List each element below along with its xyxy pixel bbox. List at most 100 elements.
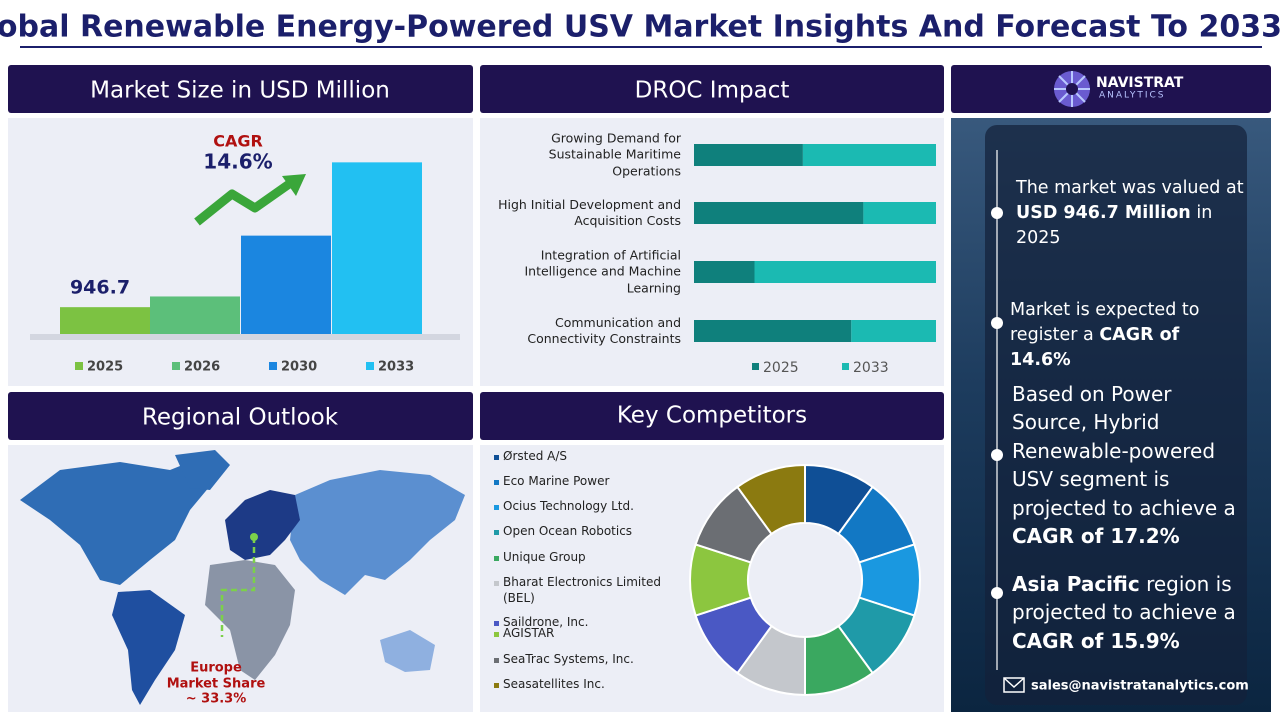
legend-label: Open Ocean Robotics	[503, 524, 633, 538]
bar	[332, 162, 422, 334]
legend-swatch	[494, 556, 499, 561]
highlight: Market is expected to register a CAGR of…	[1010, 298, 1242, 373]
legend-item: Open Ocean Robotics	[494, 524, 673, 540]
timeline-dot	[991, 449, 1003, 461]
legend-item: Eco Marine Power	[494, 474, 673, 490]
legend-swatch	[75, 362, 83, 370]
page-title: Global Renewable Energy-Powered USV Mark…	[0, 10, 1280, 45]
legend-swatch	[494, 455, 499, 460]
highlight: Asia Pacific region is projected to achi…	[1012, 570, 1244, 655]
value-label: 946.7	[70, 277, 130, 299]
category-label: Integration of Artificial Intelligence a…	[524, 247, 681, 296]
category-label: High Initial Development and Acquisition…	[498, 196, 681, 228]
legend-label: Saildrone, Inc.	[503, 615, 589, 629]
bar-segment	[694, 320, 852, 342]
legend-label: Ørsted A/S	[503, 449, 568, 463]
panel-title: Market Size in USD Million	[90, 78, 390, 104]
panel-header	[8, 65, 473, 113]
timeline-dot	[991, 207, 1003, 219]
region-share: ~ 33.3%	[186, 692, 247, 707]
region-label: Market Share	[167, 677, 266, 692]
continent	[175, 450, 230, 490]
legend-label: 2025	[87, 360, 123, 375]
legend-swatch	[172, 362, 180, 370]
legend-label: Bharat Electronics Limited (BEL)	[503, 575, 661, 605]
continent	[290, 470, 465, 595]
highlight-bold: Asia Pacific	[1012, 572, 1140, 596]
highlight-card	[985, 125, 1247, 705]
timeline-dot	[991, 317, 1003, 329]
legend-label: Ocius Technology Ltd.	[503, 499, 634, 513]
legend-item: Ocius Technology Ltd.	[494, 499, 673, 515]
legend-item: Unique Group	[494, 550, 673, 566]
europe	[225, 490, 300, 560]
legend-swatch	[752, 363, 759, 370]
legend-swatch	[842, 363, 849, 370]
legend-swatch	[494, 581, 499, 586]
continent	[380, 630, 435, 672]
panel-header	[8, 392, 473, 440]
legend-item: SeaTrac Systems, Inc.	[494, 652, 673, 668]
ground-shadow	[30, 334, 460, 340]
mail-icon	[1003, 677, 1025, 689]
legend-label: Unique Group	[503, 550, 586, 564]
highlight-text: Based on Power Source, Hybrid Renewable-…	[1012, 382, 1236, 520]
legend-swatch	[366, 362, 374, 370]
donut-slice	[736, 463, 806, 536]
timeline-dot	[991, 587, 1003, 599]
panel-header	[480, 65, 944, 113]
bar-segment	[694, 202, 864, 224]
panel-title: DROC Impact	[635, 78, 790, 104]
legend-swatch	[269, 362, 277, 370]
continent	[205, 560, 295, 680]
legend-label: 2033	[853, 360, 889, 376]
bar-segment	[694, 261, 755, 283]
growth-arrow	[194, 178, 295, 226]
legend-item: Saildrone, Inc.	[494, 615, 673, 631]
logo-mark	[1066, 83, 1078, 95]
legend-swatch	[494, 683, 499, 688]
panel-header	[951, 65, 1271, 113]
legend-label: AGISTAR	[503, 626, 555, 640]
legend-item: AGISTAR	[494, 626, 673, 642]
highlight-text: Market is expected to register a	[1010, 300, 1200, 345]
legend-swatch	[494, 505, 499, 510]
highlight-bold: CAGR of 15.9%	[1012, 628, 1180, 653]
legend-item: Bharat Electronics Limited (BEL)	[494, 575, 673, 606]
highlight: The market was valued at USD 946.7 Milli…	[1016, 176, 1246, 251]
legend-item: Seasatellites Inc.	[494, 677, 673, 693]
legend-label: 2030	[281, 360, 317, 375]
bar	[60, 307, 150, 334]
category-label: Communication and Connectivity Constrain…	[527, 314, 681, 346]
bar	[241, 235, 331, 334]
legend-label: Eco Marine Power	[503, 474, 610, 488]
legend-label: 2026	[184, 360, 220, 375]
mail-icon	[1003, 677, 1025, 693]
legend-swatch	[494, 632, 499, 637]
legend-label: SeaTrac Systems, Inc.	[503, 652, 634, 666]
bar-segment	[754, 261, 936, 283]
legend-label: Seasatellites Inc.	[503, 677, 605, 691]
bar	[150, 296, 240, 334]
legend-swatch	[494, 658, 499, 663]
bar-segment	[851, 320, 936, 342]
annotation: CAGR	[213, 132, 263, 151]
highlight-bold: CAGR of 14.6%	[1010, 324, 1180, 370]
highlight-bold: CAGR of 17.2%	[1012, 523, 1180, 548]
bar-segment	[694, 144, 803, 166]
legend-swatch	[494, 530, 499, 535]
email: sales@navistratanalytics.com	[1031, 679, 1249, 694]
legend-item: Ørsted A/S	[494, 449, 673, 465]
category-label: Growing Demand for Sustainable Maritime …	[548, 130, 681, 179]
annotation-value: 14.6%	[203, 150, 272, 174]
continent	[20, 458, 215, 585]
highlight-text: in 2025	[1016, 202, 1213, 248]
growth-arrow	[282, 174, 306, 196]
highlight-bold: USD 946.7 Million	[1016, 202, 1191, 223]
highlight-text: region is projected to achieve a	[1012, 572, 1236, 625]
region-name: Europe	[190, 661, 242, 676]
highlight-text: The market was valued at	[1016, 178, 1244, 198]
legend-swatch	[494, 621, 499, 626]
